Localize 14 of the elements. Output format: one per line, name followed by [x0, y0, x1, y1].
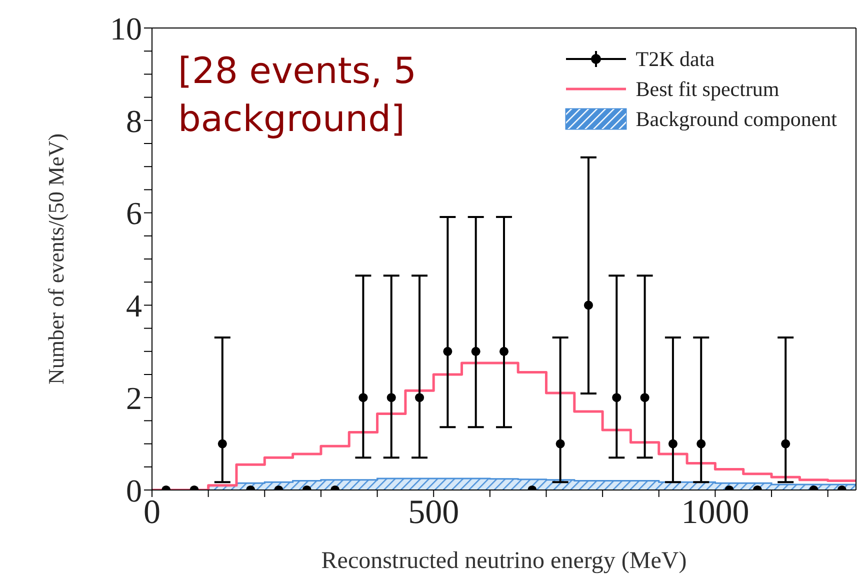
y-tick-label: 2 [126, 380, 142, 416]
y-tick-label: 4 [126, 288, 142, 324]
y-tick-label: 8 [126, 102, 142, 139]
y-tick-label: 6 [126, 195, 142, 232]
legend-label: Best fit spectrum [636, 76, 780, 102]
legend-label: T2K data [636, 46, 715, 72]
y-tick-label: 10 [110, 10, 142, 46]
x-tick-label: 1000 [681, 494, 750, 532]
y-axis-title: Number of events/(50 MeV) [44, 133, 68, 385]
x-axis-title: Reconstructed neutrino energy (MeV) [321, 548, 687, 574]
x-tick-label: 500 [408, 494, 460, 532]
y-tick-label: 0 [126, 472, 142, 508]
legend-label: Background component [636, 106, 837, 132]
annotation: [28 events, 5 background] [178, 50, 418, 142]
